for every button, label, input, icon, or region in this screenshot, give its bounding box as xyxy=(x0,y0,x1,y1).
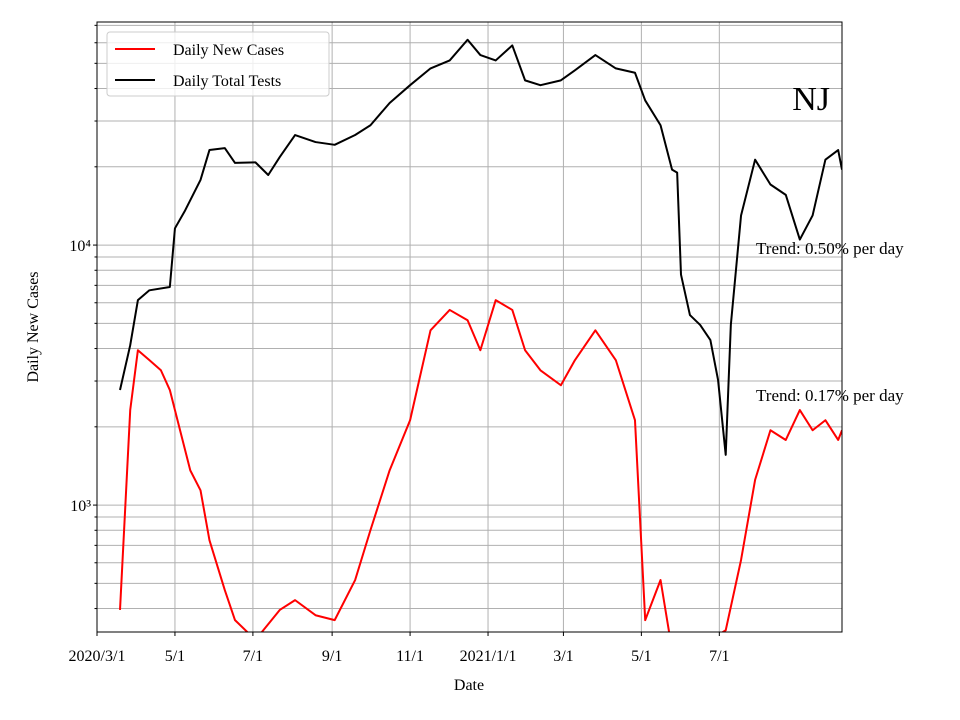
x-tick-label: 9/1 xyxy=(322,648,342,665)
legend-label: Daily New Cases xyxy=(173,42,284,59)
data-line xyxy=(119,299,842,632)
y-axis-label: Daily New Cases xyxy=(25,271,42,382)
trend-annotation: Trend: 0.17% per day xyxy=(756,386,904,405)
x-tick-label: 11/1 xyxy=(396,648,424,665)
x-tick-label: 2021/1/1 xyxy=(460,648,517,665)
x-tick-label: 5/1 xyxy=(631,648,651,665)
legend: Daily New Cases Daily Total Tests xyxy=(106,31,330,97)
y-tick-label: 10⁴ xyxy=(69,238,91,255)
plot-frame xyxy=(96,21,843,633)
x-tick-label: 5/1 xyxy=(165,648,185,665)
legend-box xyxy=(106,31,330,97)
data-line xyxy=(119,38,842,456)
plot-lines xyxy=(119,38,842,632)
y-tick-label: 10³ xyxy=(70,498,91,515)
trend-annotation: Trend: 0.50% per day xyxy=(756,239,904,258)
x-tick-label: 7/1 xyxy=(243,648,263,665)
legend-label: Daily Total Tests xyxy=(173,73,281,90)
x-tick-label: 3/1 xyxy=(553,648,573,665)
axes: 10³ 10⁴ 2020/3/1 5/1 7/1 9/1 11/1 2021/1/1 3/1 5/… xyxy=(69,24,730,665)
state-label: NJ xyxy=(792,81,830,118)
x-tick-label: 7/1 xyxy=(709,648,729,665)
x-tick-label: 2020/3/1 xyxy=(69,648,126,665)
x-axis-label: Date xyxy=(454,677,484,694)
